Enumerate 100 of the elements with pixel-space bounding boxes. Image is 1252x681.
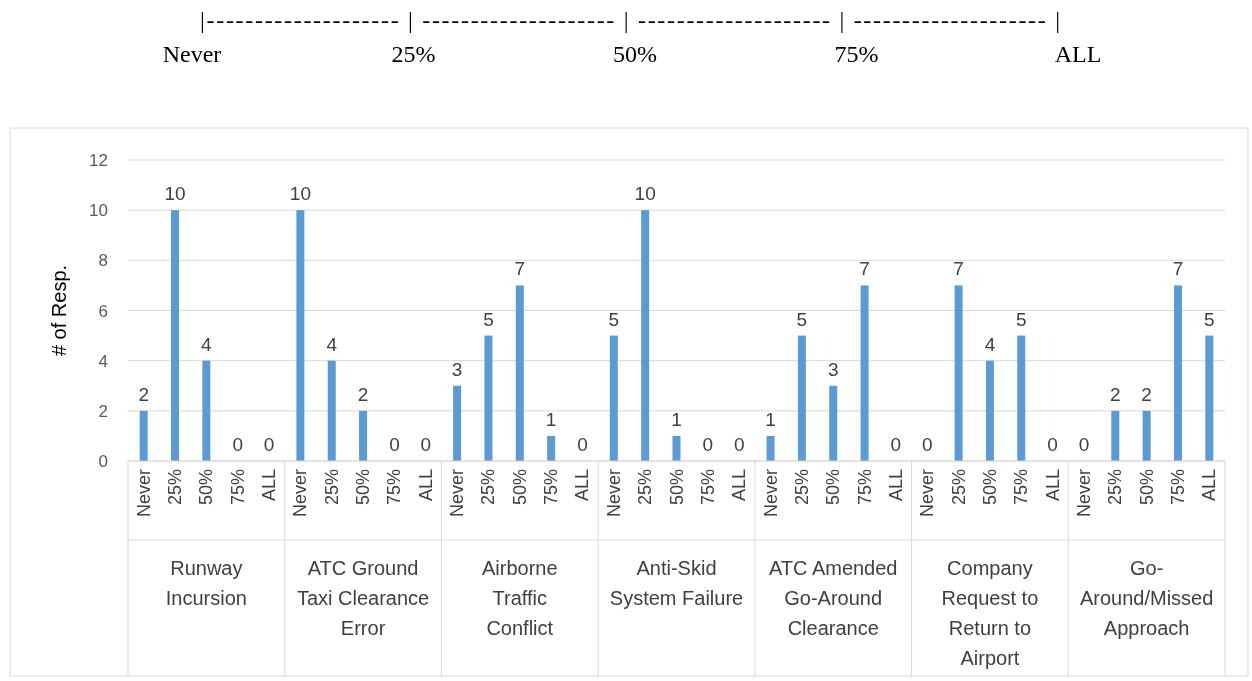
x-tick-label: Never: [447, 469, 468, 518]
data-label: 5: [796, 308, 808, 330]
data-label: 5: [483, 308, 494, 330]
data-label: 1: [765, 408, 776, 430]
data-label: 10: [634, 183, 656, 205]
text: Airborne Traffic Conflict: [481, 557, 558, 639]
x-tick-label: 25%: [948, 469, 969, 506]
data-label: 2: [138, 383, 149, 405]
x-tick-label: 50%: [196, 469, 217, 506]
bar: [954, 285, 963, 461]
text: Company Request to Return to Airport: [941, 557, 1039, 669]
x-tick-label: ALL: [415, 469, 436, 502]
x-tick-label: 75%: [1167, 469, 1188, 506]
x-tick-label: ALL: [572, 469, 593, 502]
bar: [1017, 335, 1026, 461]
bar: [515, 285, 524, 461]
bar: [1142, 410, 1151, 461]
x-tick-label: 25%: [321, 469, 342, 506]
data-label: 7: [514, 258, 526, 280]
bar: [829, 385, 838, 461]
bar: [985, 360, 994, 461]
bar: [359, 410, 368, 461]
data-label: 4: [984, 333, 996, 355]
x-tick-label: Never: [917, 469, 938, 518]
data-label: 7: [1172, 258, 1184, 280]
y-tick-label: 10: [89, 201, 108, 221]
bar: [296, 210, 305, 461]
bar: [453, 385, 462, 461]
x-tick-label: 50%: [1136, 469, 1157, 506]
data-label: 4: [201, 333, 213, 355]
x-tick-label: ALL: [1042, 469, 1063, 502]
data-label: 0: [263, 434, 275, 455]
bar: [171, 210, 180, 461]
data-label: 1: [671, 408, 682, 430]
text: ATC Amended Go-Around Clearance: [768, 557, 898, 639]
x-tick-label: 75%: [541, 469, 562, 506]
bar: [609, 335, 618, 461]
x-tick-label: 50%: [353, 469, 374, 506]
x-tick-label: 75%: [227, 469, 248, 506]
data-label: 2: [357, 383, 369, 405]
x-tick-label: Never: [290, 469, 311, 518]
bar: [672, 435, 681, 461]
text: Anti-Skid System Failure: [609, 557, 744, 609]
bar: [766, 435, 775, 461]
bar: [139, 410, 148, 461]
data-label: 2: [1141, 383, 1152, 405]
x-tick-label: 75%: [384, 469, 405, 506]
data-label: 10: [164, 183, 186, 205]
x-tick-label: 25%: [478, 469, 499, 506]
bar: [547, 435, 556, 461]
data-label: 0: [577, 434, 588, 455]
bar: [641, 210, 650, 461]
bar: [1173, 285, 1182, 461]
data-label: 5: [608, 308, 620, 330]
data-label: 0: [921, 434, 933, 455]
x-tick-label: 25%: [791, 469, 812, 506]
bar: [202, 360, 211, 461]
y-tick-label: 4: [98, 351, 108, 371]
bar: [797, 335, 806, 461]
text: Never 25% 50% 75% ALL: [162, 41, 1102, 67]
x-tick-label: 75%: [1011, 469, 1032, 506]
data-label: 0: [420, 434, 432, 455]
text: ATC Ground Taxi Clearance Error: [296, 557, 430, 639]
data-label: 3: [451, 358, 463, 380]
y-tick-label: 2: [98, 401, 108, 421]
x-tick-label: 50%: [979, 469, 1000, 506]
data-label: 0: [702, 434, 714, 455]
x-tick-label: ALL: [729, 469, 750, 502]
chart-title: |-------------------- | -------------------- | -------------------- | -------------------- |: [200, 7, 1060, 33]
x-tick-label: 25%: [635, 469, 656, 506]
data-label: 10: [289, 183, 311, 205]
x-tick-label: Never: [1073, 469, 1094, 518]
x-tick-label: 50%: [823, 469, 844, 506]
x-tick-label: Never: [603, 469, 624, 518]
y-tick-label: 0: [98, 452, 108, 471]
data-label: 0: [232, 434, 243, 455]
bar: [484, 335, 493, 461]
bar: [1111, 410, 1120, 461]
data-label: 4: [326, 333, 338, 355]
x-tick-label: 50%: [509, 469, 530, 506]
data-label: 3: [827, 358, 839, 380]
y-tick-label: 8: [98, 251, 108, 271]
y-tick-label: 6: [98, 301, 108, 321]
y-tick-label: 12: [89, 151, 108, 170]
x-tick-label: ALL: [885, 469, 906, 502]
x-tick-label: 75%: [854, 469, 875, 506]
data-label: 5: [1015, 308, 1027, 330]
x-tick-label: 50%: [666, 469, 687, 506]
data-label: 1: [545, 408, 557, 430]
data-label: 0: [890, 434, 902, 455]
data-label: 7: [859, 258, 870, 280]
text: Runway Incursion: [165, 557, 247, 609]
x-tick-label: 25%: [1105, 469, 1126, 506]
y-axis-title: # of Resp.: [48, 264, 70, 357]
data-label: 7: [953, 258, 964, 280]
data-label: 0: [1078, 434, 1090, 455]
data-label: 5: [1204, 308, 1215, 330]
x-tick-label: ALL: [1199, 469, 1220, 502]
x-tick-label: 25%: [165, 469, 186, 506]
data-label: 0: [1047, 434, 1058, 455]
